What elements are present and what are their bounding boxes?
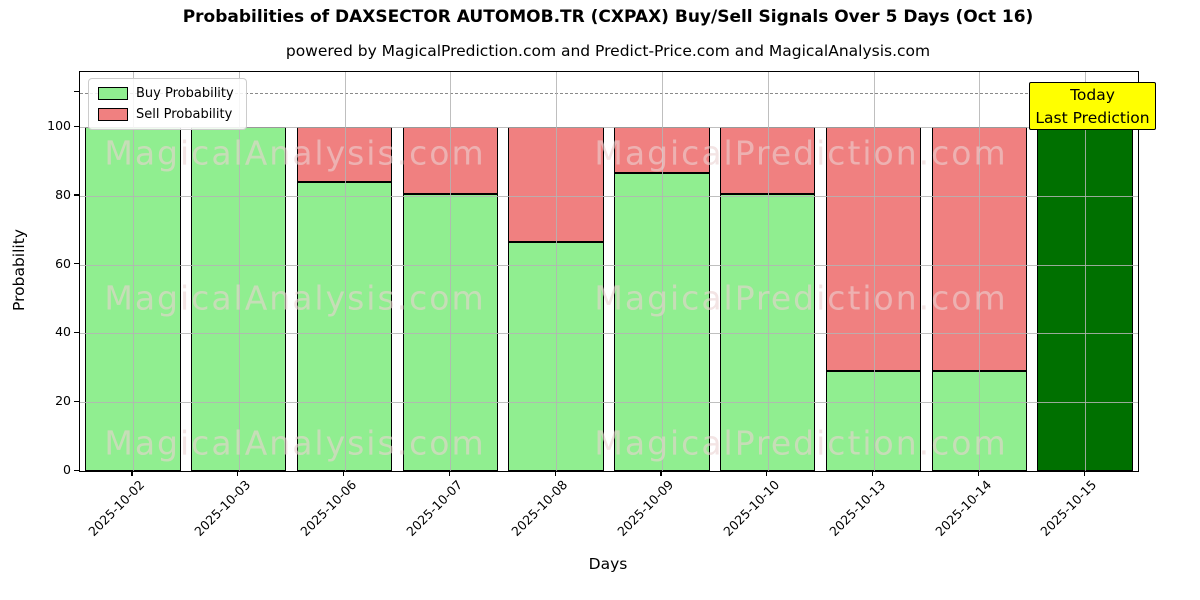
- y-tick: [74, 194, 79, 196]
- x-tick-label-text: 2025-10-15: [1037, 477, 1100, 539]
- grid-h-line: [80, 333, 1138, 335]
- x-tick-label-text: 2025-10-02: [85, 477, 148, 539]
- x-tick: [660, 471, 662, 476]
- y-tick-threshold: [74, 91, 79, 93]
- grid-v-line: [132, 72, 134, 471]
- grid-h-line: [80, 402, 1138, 404]
- y-tick-label: 40: [55, 324, 71, 340]
- bar-buy-segment: [296, 182, 393, 471]
- bar-sell-segment: [825, 127, 922, 372]
- y-tick: [74, 125, 79, 127]
- grid-h-line: [80, 264, 1138, 266]
- x-tick-label-text: 2025-10-06: [297, 477, 360, 539]
- x-tick-label-text: 2025-10-14: [931, 477, 994, 539]
- today-annotation-line2: Last Prediction: [1035, 109, 1150, 127]
- grid-v-line: [450, 72, 452, 471]
- x-tick-label-text: 2025-10-07: [402, 477, 465, 539]
- x-tick: [554, 471, 556, 476]
- y-axis-label: Probability: [10, 229, 28, 311]
- grid-v-line: [556, 72, 558, 471]
- x-tick-label-text: 2025-10-03: [191, 477, 254, 539]
- grid-v-line: [661, 72, 663, 471]
- grid-h-line: [80, 195, 1138, 197]
- legend: Buy Probability Sell Probability: [88, 78, 247, 130]
- sell-swatch-icon: [98, 108, 128, 121]
- x-tick: [131, 471, 133, 476]
- today-annotation-box: Today Last Prediction: [1029, 82, 1156, 130]
- x-tick: [343, 471, 345, 476]
- x-tick: [872, 471, 874, 476]
- today-annotation-line1: Today: [1070, 86, 1115, 104]
- grid-v-line: [238, 72, 240, 471]
- grid-h-line: [80, 127, 1138, 129]
- x-tick: [448, 471, 451, 476]
- x-tick: [1083, 471, 1085, 476]
- y-tick-label: 80: [55, 186, 71, 202]
- x-tick-label-text: 2025-10-08: [508, 477, 571, 539]
- grid-v-line: [1085, 72, 1087, 471]
- x-tick-label-text: 2025-10-10: [720, 477, 783, 539]
- x-tick-label-text: 2025-10-09: [614, 477, 677, 539]
- threshold-dashed-line: [80, 92, 1138, 94]
- y-tick: [74, 469, 79, 471]
- bar-buy-segment: [825, 371, 922, 471]
- chart-subtitle: powered by MagicalPrediction.com and Pre…: [285, 42, 931, 60]
- grid-v-line: [344, 72, 346, 471]
- y-tick-label: 100: [47, 118, 71, 134]
- buy-swatch-icon: [98, 87, 128, 100]
- grid-v-line: [979, 72, 981, 471]
- x-tick: [766, 471, 768, 476]
- y-tick-label: 0: [63, 462, 71, 477]
- x-tick: [977, 471, 980, 476]
- grid-v-line: [767, 72, 769, 471]
- x-tick-label-text: 2025-10-13: [826, 477, 889, 539]
- grid-v-line: [873, 72, 875, 471]
- y-tick-label: 60: [55, 255, 71, 271]
- y-tick: [74, 263, 79, 265]
- legend-item-buy: Buy Probability: [98, 86, 234, 101]
- y-tick-label: 20: [55, 393, 71, 409]
- plot-area: Buy Probability Sell Probability Today L…: [79, 71, 1156, 472]
- chart-title: Probabilities of DAXSECTOR AUTOMOB.TR (C…: [182, 7, 1034, 27]
- x-axis-label: Days: [588, 555, 628, 573]
- legend-label-buy: Buy Probability: [136, 86, 234, 101]
- legend-label-sell: Sell Probability: [136, 107, 233, 122]
- y-tick: [74, 400, 79, 402]
- y-tick: [74, 331, 79, 334]
- x-tick: [237, 471, 239, 476]
- legend-item-sell: Sell Probability: [98, 107, 234, 122]
